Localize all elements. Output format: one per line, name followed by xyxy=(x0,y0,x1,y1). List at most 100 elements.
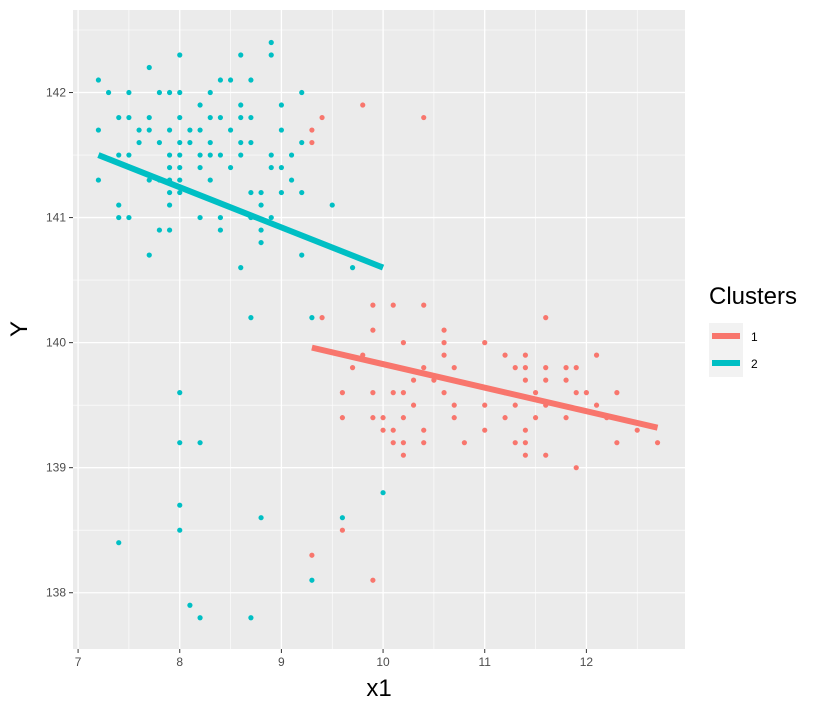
point-cluster-1 xyxy=(563,377,569,383)
point-cluster-2 xyxy=(197,214,203,221)
point-cluster-1 xyxy=(583,390,589,396)
point-cluster-1 xyxy=(522,440,528,446)
point-cluster-2 xyxy=(177,164,183,171)
point-cluster-1 xyxy=(563,365,569,371)
y-tick-label: 142 xyxy=(46,86,66,100)
point-cluster-1 xyxy=(400,452,406,458)
point-cluster-2 xyxy=(166,152,173,158)
legend-label-2: 2 xyxy=(751,357,758,371)
point-cluster-2 xyxy=(238,52,244,58)
point-cluster-1 xyxy=(451,415,457,421)
point-cluster-2 xyxy=(248,114,254,121)
point-cluster-2 xyxy=(268,152,274,158)
point-cluster-1 xyxy=(441,340,447,346)
point-cluster-2 xyxy=(248,139,254,146)
point-cluster-2 xyxy=(207,139,213,146)
point-cluster-2 xyxy=(339,515,346,521)
legend-title: Clusters xyxy=(709,283,797,310)
point-cluster-1 xyxy=(390,440,396,446)
point-cluster-2 xyxy=(156,139,163,146)
x-tick-label: 10 xyxy=(376,655,390,669)
point-cluster-2 xyxy=(268,214,274,221)
point-cluster-2 xyxy=(166,202,173,208)
point-cluster-2 xyxy=(197,102,203,108)
point-cluster-1 xyxy=(441,390,447,396)
point-cluster-2 xyxy=(227,164,234,171)
point-cluster-1 xyxy=(614,390,620,396)
point-cluster-2 xyxy=(126,89,132,96)
point-cluster-1 xyxy=(370,302,376,308)
point-cluster-2 xyxy=(238,114,244,121)
point-cluster-1 xyxy=(400,440,406,446)
x-tick-label: 9 xyxy=(278,655,285,669)
point-cluster-2 xyxy=(177,152,183,158)
point-cluster-2 xyxy=(146,64,152,71)
point-cluster-1 xyxy=(441,327,447,333)
point-cluster-2 xyxy=(166,89,173,96)
point-cluster-2 xyxy=(166,127,173,133)
point-cluster-2 xyxy=(258,515,264,521)
point-cluster-2 xyxy=(207,152,213,158)
x-axis-ticks: 7 8 9 10 11 12 xyxy=(75,649,593,669)
point-cluster-1 xyxy=(512,402,518,408)
point-cluster-1 xyxy=(421,440,427,446)
point-cluster-2 xyxy=(278,164,285,171)
point-cluster-2 xyxy=(217,114,224,121)
point-cluster-1 xyxy=(390,427,396,433)
point-cluster-1 xyxy=(543,452,549,458)
point-cluster-1 xyxy=(563,415,569,421)
point-cluster-2 xyxy=(116,540,122,546)
point-cluster-1 xyxy=(512,440,518,446)
point-cluster-1 xyxy=(654,440,661,446)
point-cluster-1 xyxy=(339,415,346,421)
point-cluster-1 xyxy=(522,352,528,358)
point-cluster-2 xyxy=(278,127,285,133)
point-cluster-1 xyxy=(522,427,528,433)
point-cluster-2 xyxy=(227,127,234,133)
point-cluster-2 xyxy=(177,527,183,533)
point-cluster-1 xyxy=(573,390,579,396)
point-cluster-1 xyxy=(421,427,427,433)
point-cluster-2 xyxy=(238,139,244,146)
point-cluster-2 xyxy=(258,239,264,246)
point-cluster-1 xyxy=(400,340,406,346)
point-cluster-1 xyxy=(421,365,427,371)
point-cluster-2 xyxy=(146,252,152,258)
point-cluster-1 xyxy=(400,390,406,396)
point-cluster-1 xyxy=(309,139,315,146)
point-cluster-2 xyxy=(258,189,264,196)
point-cluster-1 xyxy=(441,352,447,358)
point-cluster-1 xyxy=(370,577,376,583)
point-cluster-2 xyxy=(217,152,224,158)
point-cluster-2 xyxy=(207,89,213,96)
y-tick-label: 139 xyxy=(46,461,66,475)
point-cluster-1 xyxy=(614,440,620,446)
point-cluster-2 xyxy=(116,202,122,208)
point-cluster-1 xyxy=(339,390,346,396)
point-cluster-2 xyxy=(207,177,213,183)
point-cluster-2 xyxy=(177,139,183,146)
point-cluster-1 xyxy=(573,365,579,371)
point-cluster-1 xyxy=(390,390,396,396)
point-cluster-2 xyxy=(116,152,122,158)
point-cluster-1 xyxy=(543,377,549,383)
point-cluster-2 xyxy=(197,615,203,621)
minor-grid xyxy=(73,10,685,649)
point-cluster-2 xyxy=(248,77,254,83)
point-cluster-2 xyxy=(146,114,152,121)
point-cluster-2 xyxy=(268,39,274,46)
point-cluster-2 xyxy=(299,139,305,146)
point-cluster-1 xyxy=(360,102,366,108)
point-cluster-1 xyxy=(461,440,467,446)
point-cluster-1 xyxy=(593,402,600,408)
point-cluster-2 xyxy=(217,214,224,221)
point-cluster-2 xyxy=(197,440,203,446)
x-tick-label: 8 xyxy=(176,655,183,669)
point-cluster-1 xyxy=(543,365,549,371)
y-tick-label: 140 xyxy=(46,336,66,350)
point-cluster-1 xyxy=(522,452,528,458)
point-cluster-1 xyxy=(593,352,600,358)
point-cluster-1 xyxy=(502,415,508,421)
point-cluster-2 xyxy=(238,265,244,271)
point-cluster-2 xyxy=(177,89,183,96)
